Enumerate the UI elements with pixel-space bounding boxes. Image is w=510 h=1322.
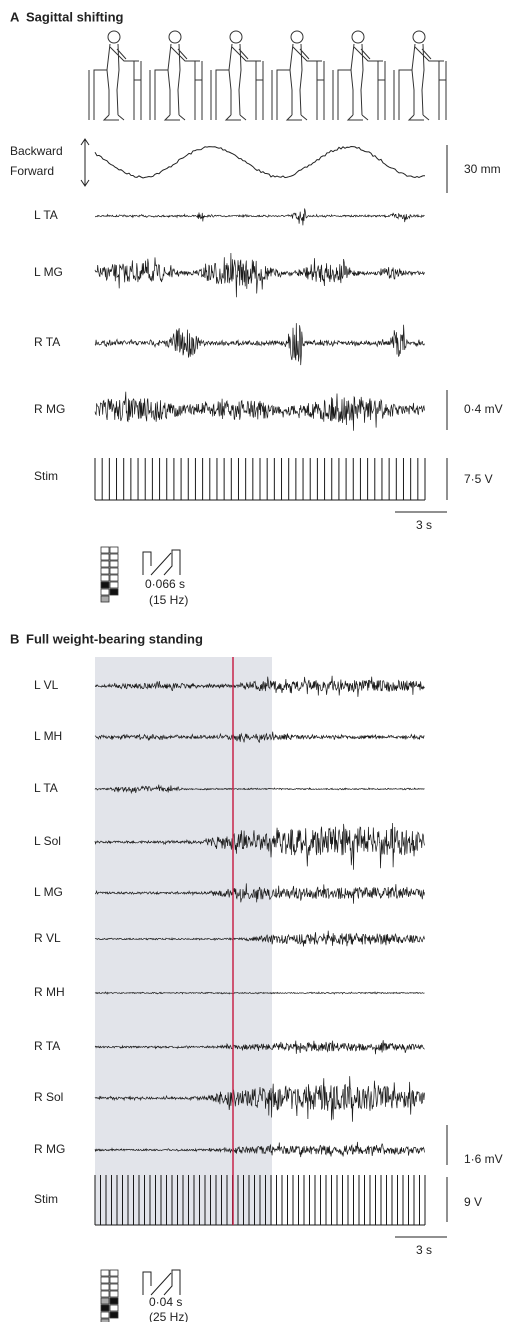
electrode [101, 1298, 109, 1304]
pulse-width: 0·066 s [145, 577, 185, 591]
emg-trace [95, 323, 425, 365]
channel-label: R Sol [34, 1090, 63, 1104]
person-figure [272, 31, 324, 120]
emg-trace [95, 209, 425, 226]
electrode [110, 1291, 118, 1297]
time-label: 3 s [416, 1243, 432, 1257]
emg-trace [95, 392, 425, 431]
pulse-icon [143, 1270, 180, 1295]
scale-label: 30 mm [464, 162, 501, 176]
panel-title: Full weight-bearing standing [26, 631, 203, 646]
electrode [110, 568, 118, 574]
electrode [101, 1277, 109, 1283]
position-trace [95, 147, 425, 179]
electrode [101, 1291, 109, 1297]
electrode [110, 554, 118, 560]
channel-label: L Sol [34, 834, 61, 848]
electrode [101, 575, 109, 581]
electrode [110, 1298, 118, 1304]
frequency: (15 Hz) [149, 593, 188, 607]
person-figure [394, 31, 446, 120]
direction-arrow [81, 139, 89, 186]
electrode [110, 596, 118, 602]
electrode [101, 1312, 109, 1318]
person-figure [150, 31, 202, 120]
electrode [101, 554, 109, 560]
channel-label: R TA [34, 1039, 60, 1053]
electrode [101, 1270, 109, 1276]
person-figure [211, 31, 263, 120]
electrode [110, 547, 118, 553]
channel-label: L TA [34, 208, 58, 222]
channel-label: Stim [34, 1192, 58, 1206]
channel-label: R VL [34, 931, 61, 945]
channel-label: L MH [34, 729, 62, 743]
channel-label: R MG [34, 402, 65, 416]
stimulation-shading [95, 657, 272, 1225]
pulse-icon [143, 550, 180, 575]
electrode [101, 568, 109, 574]
time-label: 3 s [416, 518, 432, 532]
pulse-width: 0·04 s [149, 1295, 182, 1309]
panel-title: Sagittal shifting [26, 9, 124, 24]
electrode [110, 589, 118, 595]
person-figure [333, 31, 385, 120]
frequency: (25 Hz) [149, 1310, 188, 1322]
panel-label: A [10, 9, 20, 24]
electrode [101, 1305, 109, 1311]
channel-label: R MG [34, 1142, 65, 1156]
electrode [101, 596, 109, 602]
scale-label: 0·4 mV [464, 402, 503, 416]
channel-label: L TA [34, 781, 58, 795]
electrode [110, 582, 118, 588]
electrode [110, 1277, 118, 1283]
electrode [110, 1305, 118, 1311]
electrode [110, 575, 118, 581]
scale-label: 9 V [464, 1195, 482, 1209]
emg-trace [95, 253, 425, 297]
electrode [110, 1312, 118, 1318]
direction-label: Backward [10, 144, 63, 158]
electrode [101, 582, 109, 588]
channel-label: L MG [34, 885, 63, 899]
electrode [110, 561, 118, 567]
channel-label: Stim [34, 469, 58, 483]
electrode [101, 1284, 109, 1290]
channel-label: R MH [34, 985, 65, 999]
electrode [101, 547, 109, 553]
scale-label: 1·6 mV [464, 1152, 503, 1166]
electrode [110, 1284, 118, 1290]
channel-label: L VL [34, 678, 59, 692]
electrode [101, 561, 109, 567]
channel-label: R TA [34, 335, 60, 349]
electrode [110, 1270, 118, 1276]
direction-label: Forward [10, 164, 54, 178]
panel-label: B [10, 631, 19, 646]
scale-label: 7·5 V [464, 472, 493, 486]
electrode [101, 589, 109, 595]
person-figure [89, 31, 141, 120]
channel-label: L MG [34, 265, 63, 279]
